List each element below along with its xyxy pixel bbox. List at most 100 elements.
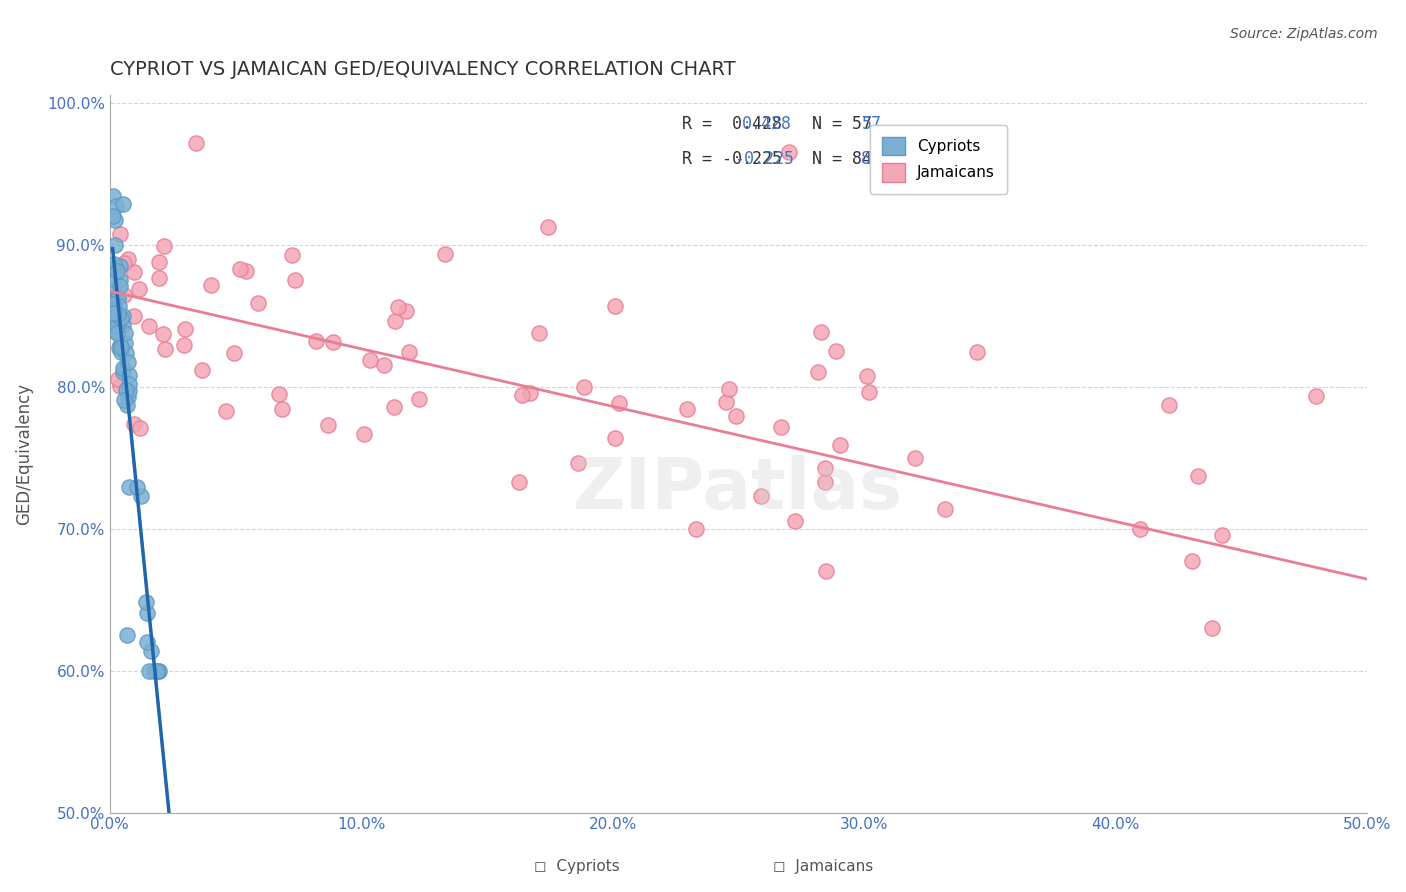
Text: CYPRIOT VS JAMAICAN GED/EQUIVALENCY CORRELATION CHART: CYPRIOT VS JAMAICAN GED/EQUIVALENCY CORR…	[110, 60, 735, 78]
Point	[104, 238, 127, 252]
Point	[108, 341, 131, 355]
Point	[1211, 528, 1233, 542]
Point	[129, 420, 152, 434]
Point	[118, 368, 141, 382]
Point	[778, 145, 800, 160]
Point	[148, 664, 170, 678]
Point	[114, 335, 136, 350]
Point	[128, 282, 150, 296]
Point	[814, 460, 837, 475]
Point	[934, 501, 956, 516]
Point	[537, 220, 560, 235]
Point	[519, 386, 541, 401]
Point	[685, 522, 707, 536]
Point	[148, 254, 170, 268]
Point	[103, 306, 125, 320]
Point	[118, 480, 141, 494]
Text: 57: 57	[862, 115, 882, 133]
Text: R = -0.225   N = 84: R = -0.225 N = 84	[682, 150, 872, 168]
Point	[101, 209, 124, 223]
Point	[148, 271, 170, 285]
Point	[110, 340, 132, 354]
Point	[110, 345, 132, 359]
Point	[115, 383, 138, 397]
Point	[810, 326, 832, 340]
Point	[122, 417, 145, 431]
Point	[724, 409, 747, 424]
Point	[966, 344, 988, 359]
Y-axis label: GED/Equivalency: GED/Equivalency	[15, 383, 32, 525]
Point	[281, 248, 304, 262]
Point	[111, 318, 134, 332]
Legend: Cypriots, Jamaicans: Cypriots, Jamaicans	[870, 125, 1007, 194]
Point	[384, 313, 406, 327]
Point	[271, 402, 294, 417]
Point	[858, 385, 880, 400]
Point	[105, 264, 128, 278]
Point	[118, 376, 141, 391]
Point	[807, 366, 830, 380]
Point	[527, 326, 550, 341]
Point	[815, 564, 838, 578]
Point	[567, 456, 589, 470]
Text: ◻  Cypriots: ◻ Cypriots	[534, 859, 620, 874]
Point	[510, 388, 533, 402]
Point	[1187, 468, 1209, 483]
Point	[191, 363, 214, 377]
Point	[1305, 389, 1327, 403]
Point	[284, 273, 307, 287]
Text: ZIPatlas: ZIPatlas	[574, 455, 903, 524]
Point	[136, 634, 159, 648]
Point	[104, 324, 127, 338]
Text: ◻  Jamaicans: ◻ Jamaicans	[773, 859, 873, 874]
Point	[105, 319, 128, 334]
Point	[855, 369, 877, 384]
Point	[104, 260, 127, 274]
Point	[138, 664, 160, 678]
Point	[104, 311, 127, 326]
Point	[359, 353, 381, 368]
Point	[247, 296, 270, 310]
Point	[111, 365, 134, 379]
Point	[104, 292, 127, 306]
Point	[607, 396, 630, 410]
Point	[114, 326, 136, 341]
Point	[110, 272, 132, 286]
Point	[384, 401, 406, 415]
Point	[508, 475, 530, 490]
Point	[228, 262, 250, 277]
Point	[714, 394, 737, 409]
Point	[107, 299, 129, 313]
Point	[904, 450, 927, 465]
Point	[117, 355, 139, 369]
Point	[1157, 398, 1180, 412]
Point	[122, 310, 145, 324]
Point	[387, 300, 409, 314]
Point	[105, 292, 128, 306]
Point	[148, 664, 170, 678]
Point	[222, 345, 245, 359]
Point	[108, 259, 131, 273]
Point	[129, 490, 152, 504]
Point	[215, 403, 238, 417]
Point	[603, 431, 626, 445]
Point	[111, 197, 134, 211]
Point	[112, 255, 135, 269]
Point	[717, 382, 740, 396]
Point	[103, 283, 125, 297]
Point	[783, 514, 806, 528]
Point	[769, 420, 792, 434]
Text: R =  0.428   N = 57: R = 0.428 N = 57	[682, 115, 872, 133]
Point	[373, 359, 395, 373]
Point	[146, 664, 169, 678]
Point	[135, 595, 157, 609]
Point	[112, 288, 135, 302]
Point	[117, 390, 139, 404]
Text: -0.225: -0.225	[734, 150, 794, 168]
Point	[173, 338, 195, 352]
Point	[104, 199, 127, 213]
Point	[139, 644, 162, 658]
Point	[1129, 522, 1152, 536]
Point	[107, 292, 129, 306]
Point	[830, 438, 852, 452]
